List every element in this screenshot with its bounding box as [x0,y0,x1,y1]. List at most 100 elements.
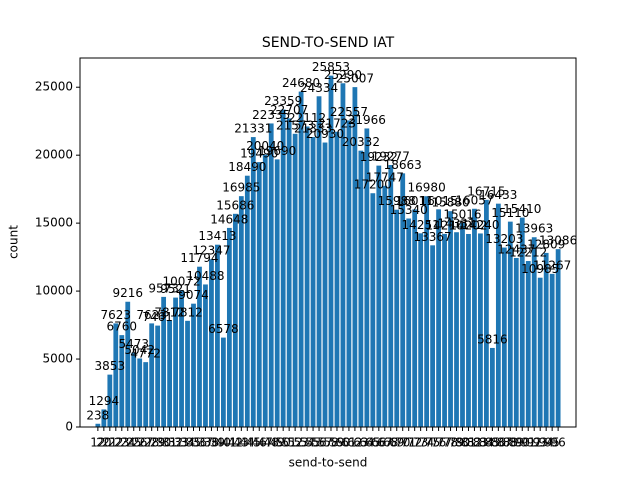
bar [197,266,202,427]
bar [358,150,364,427]
x-tick-label: 71 [401,436,416,450]
bar [274,159,280,427]
x-tick-label: 80 [455,436,470,450]
value-label: 14240 [461,218,499,232]
bar [466,233,471,427]
x-tick-label: 56 [311,436,326,450]
value-label: 22112 [288,111,326,125]
x-tick-label: 54 [299,436,314,450]
value-label: 21331 [234,122,272,136]
x-tick-label: 20 [96,436,111,450]
value-label: 14331 [437,217,475,231]
x-tick-label: 35 [186,436,201,450]
x-tick-label: 52 [287,436,302,450]
x-tick-label: 36 [192,436,207,450]
value-label: 13203 [485,232,523,246]
bar [101,409,107,427]
value-label: 10985 [521,262,559,276]
value-label: 12347 [192,244,230,258]
bar [221,337,226,427]
bar [513,257,519,427]
value-label: 15410 [503,202,541,216]
value-label: 17200 [354,178,392,192]
x-tick-label: 95 [545,436,560,450]
x-tick-label: 29 [150,436,165,450]
x-tick-label: 24 [120,436,135,450]
value-label: 7623 [101,308,132,322]
x-tick-label: 73 [413,436,428,450]
bar [280,109,286,428]
x-tick-label: 28 [144,436,159,450]
value-label: 15880 [431,196,469,210]
x-tick-label: 58 [323,436,338,450]
bar [519,217,525,427]
x-tick-label: 90 [515,436,530,450]
bar [430,245,435,427]
bar [484,199,489,427]
value-label: 16715 [467,184,505,198]
bar [340,83,346,428]
value-label: 17747 [366,170,404,184]
bar [262,154,268,427]
value-label: 22557 [330,105,368,119]
value-label: 5816 [477,332,508,346]
x-tick-label: 96 [550,436,565,450]
plot-frame [79,57,577,428]
x-tick-label: 76 [431,436,446,450]
x-tick-label: 75 [425,436,440,450]
bar [226,227,232,427]
value-label: 12809 [527,237,565,251]
value-label: 7812 [154,305,185,319]
x-tick-label: 50 [276,436,291,450]
value-label: 1294 [89,394,120,408]
bar [149,323,155,427]
value-label: 7812 [172,305,203,319]
bar [531,237,537,427]
x-tick-label: 43 [234,436,249,450]
bar [442,233,447,427]
value-label: 16980 [408,181,446,195]
value-label: 11794 [180,251,218,265]
bar [256,162,262,428]
value-label: 16985 [222,181,260,195]
x-tick-label: 55 [305,436,320,450]
bar [161,296,167,427]
bar [364,128,370,427]
x-tick-label: 53 [293,436,308,450]
bar [543,252,549,427]
value-label: 10072 [162,275,200,289]
bar [125,301,131,427]
value-label: 16011 [396,194,434,208]
bar [268,123,274,427]
x-tick-label: 87 [497,436,512,450]
x-tick-label: 70 [395,436,410,450]
value-label: 14210 [425,218,463,232]
x-tick-label: 63 [353,436,368,450]
bar [209,259,214,427]
bar [424,196,430,427]
x-tick-label: 82 [467,436,482,450]
value-label: 19690 [258,144,296,158]
value-label: 5042 [124,343,155,357]
bar [549,273,555,427]
x-tick-label: 33 [174,436,189,450]
value-label: 20040 [246,139,284,153]
value-label: 24680 [282,76,320,90]
bar [394,209,400,427]
x-tick-label: 64 [359,436,374,450]
y-tick-label: 20000 [35,148,73,162]
value-label: 5473 [118,337,149,351]
bar [352,87,358,427]
x-tick-label: 65 [365,436,380,450]
bar [412,209,418,427]
value-label: 12437 [497,242,535,256]
bar [215,244,220,427]
bar [107,374,113,427]
x-tick-label: 26 [132,436,147,450]
bar [119,335,125,427]
bar [155,325,161,427]
y-tick-label: 5000 [42,352,73,366]
bar [489,347,495,427]
value-label: 11267 [533,258,571,272]
